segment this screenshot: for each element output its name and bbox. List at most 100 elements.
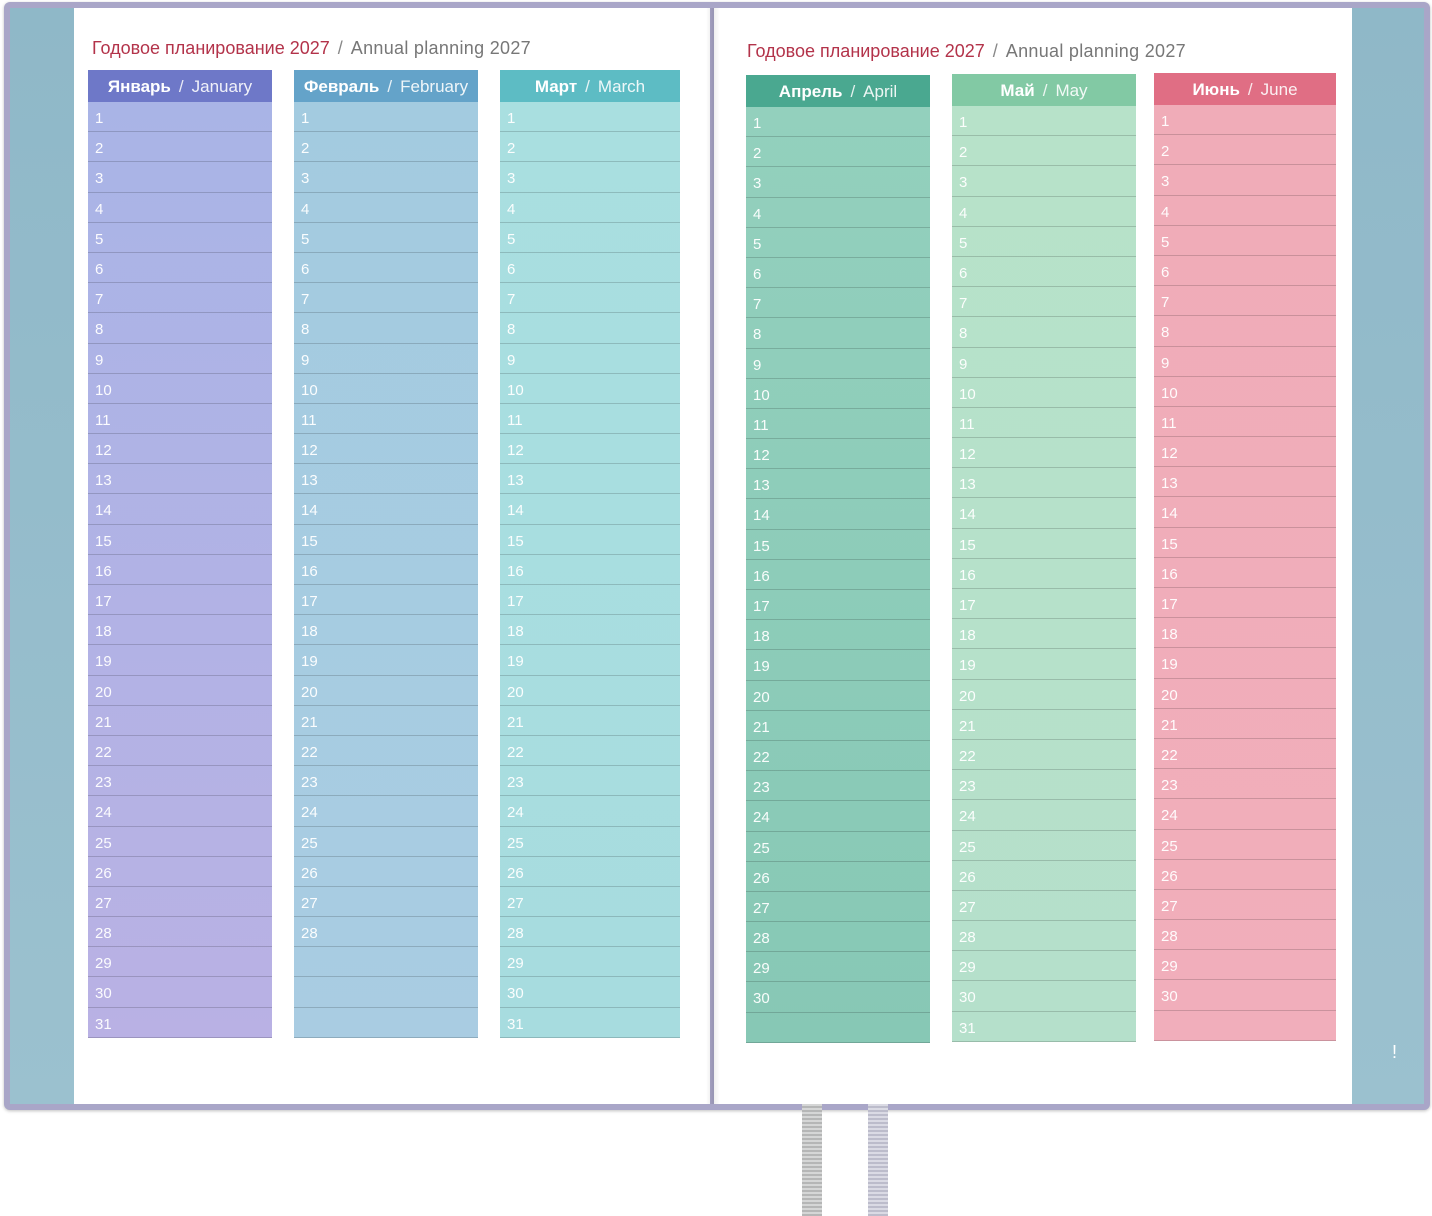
day-number: 7 bbox=[753, 296, 762, 314]
day-number: 22 bbox=[301, 743, 318, 761]
day-row: 4 bbox=[500, 193, 680, 223]
day-row: 2 bbox=[952, 136, 1136, 167]
day-row: 3 bbox=[1154, 165, 1336, 196]
day-number: 11 bbox=[753, 416, 769, 434]
day-row: 24 bbox=[746, 801, 930, 832]
day-row: 23 bbox=[500, 766, 680, 797]
day-number: 30 bbox=[95, 985, 112, 1003]
day-row: 4 bbox=[1154, 196, 1336, 226]
day-number: 9 bbox=[95, 351, 104, 369]
day-row: 14 bbox=[294, 494, 478, 525]
day-row: 19 bbox=[1154, 648, 1336, 679]
day-number: 26 bbox=[1161, 867, 1178, 885]
day-number: 17 bbox=[507, 593, 524, 610]
day-row: 12 bbox=[294, 434, 478, 465]
day-row: 6 bbox=[500, 253, 680, 284]
day-row: 12 bbox=[746, 439, 930, 470]
day-number: 27 bbox=[1161, 897, 1178, 915]
day-row: 2 bbox=[500, 132, 680, 163]
day-row: 28 bbox=[746, 922, 930, 953]
day-number: 14 bbox=[959, 506, 976, 524]
day-row: 25 bbox=[1154, 830, 1336, 860]
day-number: 4 bbox=[959, 204, 968, 222]
day-row: 7 bbox=[500, 283, 680, 314]
day-row: 25 bbox=[952, 831, 1136, 861]
day-number: 4 bbox=[507, 200, 516, 218]
day-number: 14 bbox=[1161, 505, 1178, 523]
day-number: 22 bbox=[1161, 746, 1178, 764]
day-number: 27 bbox=[95, 894, 112, 912]
day-number: 23 bbox=[959, 778, 976, 796]
day-row: 3 bbox=[500, 162, 680, 193]
day-number: 21 bbox=[301, 713, 318, 731]
day-number: 28 bbox=[959, 929, 976, 947]
day-number: 6 bbox=[753, 265, 762, 283]
day-row: 12 bbox=[500, 434, 680, 465]
book-gutter bbox=[706, 8, 720, 1104]
bookmark-ribbon[interactable] bbox=[868, 1104, 888, 1216]
month-name-en: March bbox=[597, 77, 646, 96]
day-number: 25 bbox=[753, 839, 770, 857]
day-number: 15 bbox=[507, 532, 524, 550]
day-row: 1 bbox=[952, 106, 1136, 137]
day-row: 13 bbox=[952, 468, 1136, 499]
day-row: 12 bbox=[1154, 437, 1336, 468]
bookmark-ribbon[interactable] bbox=[802, 1104, 822, 1216]
day-row: 31 bbox=[500, 1008, 680, 1038]
day-number: 22 bbox=[753, 748, 770, 766]
title-separator: / bbox=[337, 38, 343, 58]
day-number: 11 bbox=[95, 411, 111, 429]
day-number: 27 bbox=[959, 898, 976, 916]
month-column-april: Апрель / April 1 2 3 4 5 6 7 8 9 10 11 12 13 14 15 16 17 18… bbox=[746, 75, 930, 1043]
day-number: 26 bbox=[507, 864, 524, 882]
day-number: 16 bbox=[959, 566, 976, 584]
day-row: 2 bbox=[746, 137, 930, 168]
day-number: 3 bbox=[507, 170, 516, 188]
day-row: 23 bbox=[294, 766, 478, 797]
day-number: 28 bbox=[1161, 928, 1178, 946]
day-row: 10 bbox=[1154, 377, 1336, 407]
day-row: 24 bbox=[952, 800, 1136, 831]
day-row: 20 bbox=[88, 676, 272, 706]
day-number: 6 bbox=[301, 260, 310, 278]
day-number: 11 bbox=[301, 411, 317, 429]
day-row: 1 bbox=[88, 102, 272, 133]
day-number: 1 bbox=[959, 114, 968, 131]
month-name-en: May bbox=[1055, 81, 1088, 100]
day-row: 30 bbox=[500, 977, 680, 1008]
day-row: 28 bbox=[1154, 920, 1336, 951]
day-row: 6 bbox=[1154, 256, 1336, 287]
day-row: 27 bbox=[746, 892, 930, 923]
day-number: 7 bbox=[95, 291, 104, 309]
month-days: 1 2 3 4 5 6 7 8 9 10 11 12 13 14 15 16 17 18 19 20 21 22 23 24 2… bbox=[1154, 105, 1336, 1041]
day-row: 17 bbox=[952, 589, 1136, 620]
day-number: 29 bbox=[95, 955, 112, 973]
day-number: 18 bbox=[959, 627, 976, 645]
day-row: 16 bbox=[88, 555, 272, 585]
day-number: 18 bbox=[753, 628, 770, 646]
day-number: 9 bbox=[301, 351, 310, 369]
day-number: 17 bbox=[95, 593, 112, 610]
day-row: 28 bbox=[88, 917, 272, 948]
day-row: 28 bbox=[952, 921, 1136, 952]
day-number: 3 bbox=[959, 174, 968, 192]
day-row: 21 bbox=[952, 710, 1136, 740]
day-number: 2 bbox=[1161, 143, 1170, 161]
day-number: 15 bbox=[95, 532, 112, 550]
day-number: 3 bbox=[753, 175, 762, 193]
day-row bbox=[294, 1008, 478, 1038]
day-row: 16 bbox=[294, 555, 478, 585]
day-row: 21 bbox=[746, 711, 930, 741]
day-number: 22 bbox=[959, 747, 976, 765]
day-row: 8 bbox=[746, 318, 930, 349]
day-number: 9 bbox=[1161, 354, 1170, 372]
day-row: 24 bbox=[88, 796, 272, 827]
day-row: 6 bbox=[746, 258, 930, 289]
day-number: 31 bbox=[959, 1019, 976, 1037]
day-number: 12 bbox=[753, 447, 770, 465]
day-row: 22 bbox=[294, 736, 478, 767]
day-number: 26 bbox=[301, 864, 318, 882]
title-ru: Годовое планирование 2027 bbox=[747, 41, 985, 61]
day-number: 8 bbox=[959, 325, 968, 343]
day-number: 14 bbox=[753, 507, 770, 525]
